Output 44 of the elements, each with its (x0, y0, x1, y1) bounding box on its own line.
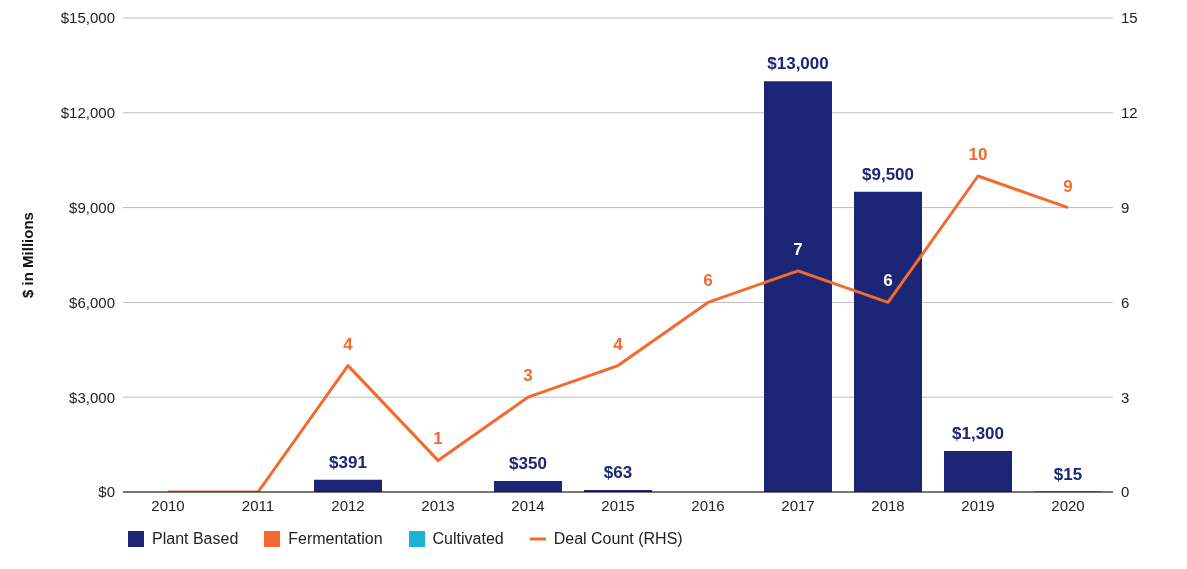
data-label: 1 (433, 429, 443, 449)
y2-tick-label: 9 (1121, 198, 1130, 216)
y2-tick-label: 3 (1121, 388, 1130, 406)
y2-tick-label: 12 (1121, 104, 1138, 122)
x-tick-label: 2019 (961, 496, 995, 514)
legend-label: Deal Count (RHS) (553, 530, 683, 548)
y-tick-label: $15,000 (60, 9, 115, 27)
data-label: $1,300 (952, 423, 1004, 443)
data-label: $13,000 (767, 54, 829, 74)
data-label: 9 (1063, 176, 1073, 196)
x-tick-label: 2014 (511, 496, 545, 514)
y2-tick-label: 0 (1121, 483, 1130, 501)
x-tick-label: 2010 (151, 496, 185, 514)
data-label: 7 (793, 239, 803, 259)
x-tick-label: 2020 (1051, 496, 1085, 514)
x-tick-label: 2016 (691, 496, 725, 514)
y2-tick-label: 15 (1121, 9, 1138, 27)
y-tick-label: $3,000 (69, 388, 115, 406)
x-tick-label: 2011 (241, 496, 275, 514)
data-label: 6 (883, 271, 893, 291)
x-tick-label: 2013 (421, 496, 455, 514)
data-label: $9,500 (862, 164, 914, 184)
data-label: 4 (343, 334, 354, 354)
y-tick-label: $9,000 (69, 198, 115, 216)
y2-tick-label: 6 (1121, 293, 1130, 311)
data-label: 6 (703, 271, 713, 291)
y-axis-title: $ in Millions (19, 212, 37, 298)
x-tick-label: 2012 (331, 496, 365, 514)
y-tick-label: $6,000 (69, 293, 115, 311)
data-label: 3 (523, 366, 533, 386)
data-label: 10 (968, 145, 988, 164)
legend-label: Fermentation (288, 530, 383, 548)
y-tick-label: $12,000 (60, 104, 115, 122)
legend-label: Plant Based (152, 530, 239, 548)
data-label: $15 (1053, 464, 1083, 484)
data-label: $350 (509, 453, 547, 473)
data-label: 4 (613, 334, 624, 354)
data-label: $63 (603, 463, 633, 483)
y-tick-label: $0 (98, 483, 115, 501)
x-tick-label: 2017 (781, 496, 815, 514)
legend-label: Cultivated (432, 530, 504, 548)
x-tick-label: 2018 (871, 496, 905, 514)
data-label: $391 (329, 452, 367, 472)
x-tick-label: 2015 (601, 496, 635, 514)
